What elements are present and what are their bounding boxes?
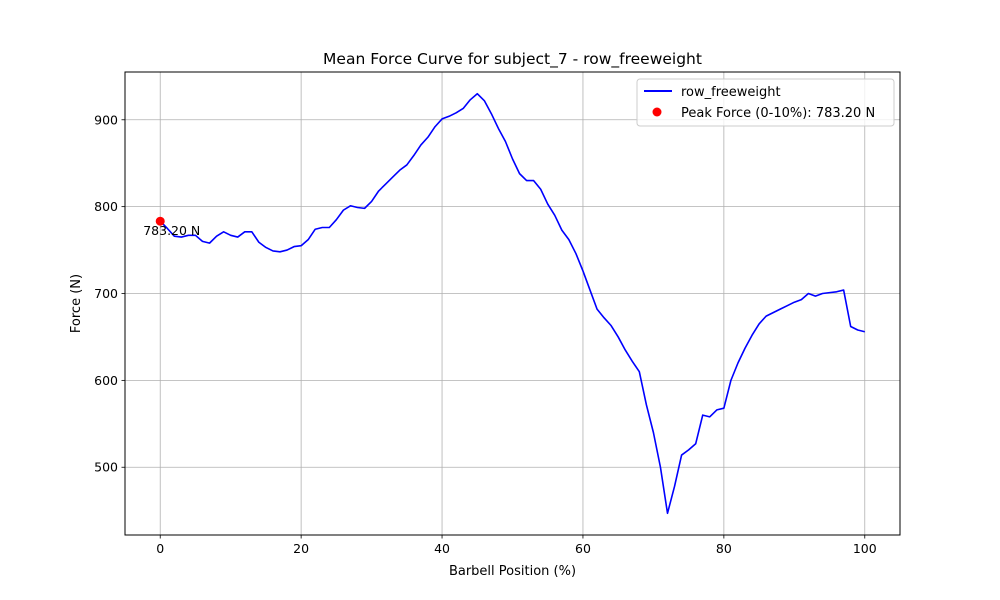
y-tick-label: 600 xyxy=(94,373,118,388)
x-tick-label: 80 xyxy=(716,541,732,556)
x-tick-label: 40 xyxy=(434,541,450,556)
y-axis-label: Force (N) xyxy=(69,274,84,333)
x-tick-label: 0 xyxy=(156,541,164,556)
grid-lines xyxy=(125,72,900,535)
x-tick-label: 60 xyxy=(575,541,591,556)
y-tick-label: 700 xyxy=(94,286,118,301)
peak-force-annotation: 783.20 N xyxy=(143,223,200,238)
y-tick-label: 900 xyxy=(94,112,118,127)
legend-box xyxy=(636,78,895,127)
x-axis-label: Barbell Position (%) xyxy=(449,564,576,579)
x-tick-label: 20 xyxy=(293,541,309,556)
peak-marker-layer: 783.20 N xyxy=(143,216,200,238)
legend-peak-swatch xyxy=(652,107,662,117)
legend-series-label: row_freeweight xyxy=(681,85,781,100)
legend-peak-label: Peak Force (0-10%): 783.20 N xyxy=(681,106,875,121)
axis-ticks: 0 20 40 60 80 100 500 600 700 800 900 xyxy=(94,112,877,556)
y-tick-label: 500 xyxy=(94,460,118,475)
y-tick-label: 800 xyxy=(94,199,118,214)
series-layer xyxy=(159,92,865,515)
legend: row_freeweight Peak Force (0-10%): 783.2… xyxy=(636,78,895,127)
x-tick-label: 100 xyxy=(853,541,877,556)
series-line-row_freeweight xyxy=(159,92,865,515)
plot-area-frame xyxy=(124,71,901,536)
peak-force-point xyxy=(155,216,165,226)
chart-title: Mean Force Curve for subject_7 - row_fre… xyxy=(323,50,702,69)
